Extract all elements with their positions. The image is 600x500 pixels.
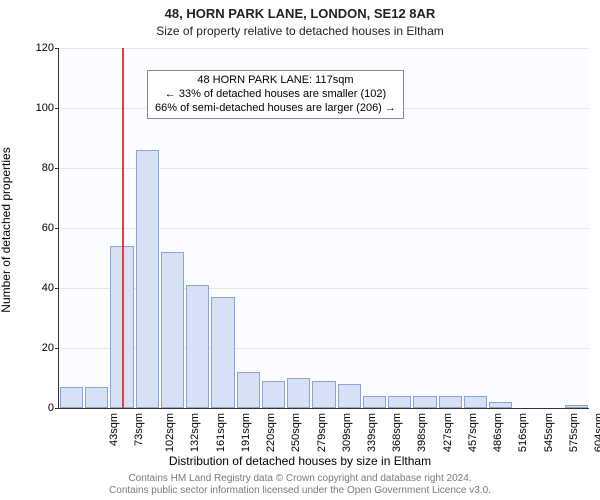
histogram-bar	[464, 396, 487, 408]
x-tick-label: 279sqm	[316, 413, 328, 452]
histogram-bar	[489, 402, 512, 408]
callout-line: 66% of semi-detached houses are larger (…	[155, 102, 396, 116]
x-tick-label: 250sqm	[290, 413, 302, 452]
y-tick-label: 120	[28, 42, 54, 54]
gridline	[59, 48, 589, 49]
y-tick-label: 60	[28, 222, 54, 234]
chart-title-sub: Size of property relative to detached ho…	[0, 24, 600, 38]
y-tick-label: 80	[28, 162, 54, 174]
histogram-bar	[262, 381, 285, 408]
histogram-bar	[363, 396, 386, 408]
chart-title-main: 48, HORN PARK LANE, LONDON, SE12 8AR	[0, 6, 600, 21]
footer-line-1: Contains HM Land Registry data © Crown c…	[128, 473, 471, 484]
x-tick-label: 486sqm	[492, 413, 504, 452]
histogram-bar	[161, 252, 184, 408]
y-tick-mark	[55, 228, 59, 229]
histogram-bar	[237, 372, 260, 408]
histogram-bar	[211, 297, 234, 408]
histogram-bar	[287, 378, 310, 408]
histogram-bar	[85, 387, 108, 408]
x-tick-label: 220sqm	[265, 413, 277, 452]
x-tick-label: 43sqm	[108, 413, 120, 446]
x-axis-label: Distribution of detached houses by size …	[0, 454, 600, 468]
y-tick-label: 20	[28, 342, 54, 354]
y-tick-label: 40	[28, 282, 54, 294]
y-tick-mark	[55, 348, 59, 349]
histogram-bar	[312, 381, 335, 408]
y-tick-label: 100	[28, 102, 54, 114]
x-tick-label: 339sqm	[366, 413, 378, 452]
x-tick-label: 309sqm	[341, 413, 353, 452]
property-callout-box: 48 HORN PARK LANE: 117sqm← 33% of detach…	[147, 70, 404, 119]
x-tick-label: 457sqm	[467, 413, 479, 452]
x-tick-label: 604sqm	[593, 413, 600, 452]
x-tick-label: 427sqm	[442, 413, 454, 452]
y-tick-mark	[55, 168, 59, 169]
histogram-bar	[413, 396, 436, 408]
x-tick-label: 132sqm	[189, 413, 201, 452]
x-tick-label: 161sqm	[215, 413, 227, 452]
footer-line-2: Contains public sector information licen…	[109, 485, 491, 496]
y-tick-mark	[55, 408, 59, 409]
histogram-bar	[388, 396, 411, 408]
callout-line: 48 HORN PARK LANE: 117sqm	[155, 74, 396, 88]
x-tick-label: 575sqm	[568, 413, 580, 452]
y-axis-label: Number of detached properties	[0, 147, 13, 312]
reference-marker-line	[122, 48, 124, 408]
callout-line: ← 33% of detached houses are smaller (10…	[155, 88, 396, 102]
histogram-bar	[60, 387, 83, 408]
histogram-bar	[338, 384, 361, 408]
plot-area: 48 HORN PARK LANE: 117sqm← 33% of detach…	[58, 48, 589, 409]
footer-attribution: Contains HM Land Registry data © Crown c…	[0, 473, 600, 496]
x-tick-label: 516sqm	[518, 413, 530, 452]
y-tick-label: 0	[28, 402, 54, 414]
x-tick-label: 398sqm	[417, 413, 429, 452]
histogram-bar	[186, 285, 209, 408]
x-tick-label: 191sqm	[240, 413, 252, 452]
histogram-bar	[136, 150, 159, 408]
x-tick-label: 73sqm	[133, 413, 145, 446]
histogram-bar	[565, 405, 588, 408]
x-tick-label: 102sqm	[164, 413, 176, 452]
x-tick-label: 545sqm	[543, 413, 555, 452]
histogram-bar	[439, 396, 462, 408]
y-tick-mark	[55, 108, 59, 109]
x-tick-label: 368sqm	[391, 413, 403, 452]
y-tick-mark	[55, 48, 59, 49]
y-tick-mark	[55, 288, 59, 289]
